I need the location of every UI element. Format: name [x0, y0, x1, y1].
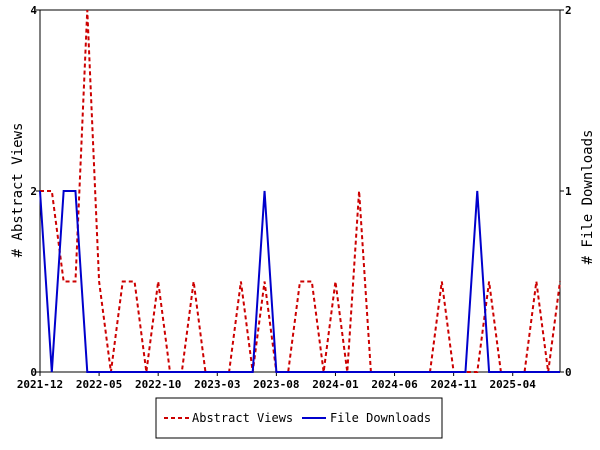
x-axis: 2021-12 2022-05 2022-10 2023-03 2023-08 2024-… [17, 372, 536, 391]
x-tick-label: 2023-08 [253, 378, 299, 391]
right-axis-title: # File Downloads [580, 130, 596, 265]
x-tick-label: 2024-11 [430, 378, 477, 391]
series-layer [39, 9, 561, 373]
right-tick-label: 2 [565, 4, 572, 17]
legend-label-file-downloads: File Downloads [330, 411, 431, 425]
right-tick-label: 0 [565, 366, 572, 379]
series-line-abstract-views [40, 9, 561, 373]
left-y-axis: 0 2 4 [30, 4, 40, 379]
x-tick-label: 2021-12 [17, 378, 63, 391]
left-tick-label: 2 [30, 185, 37, 198]
legend-label-abstract-views: Abstract Views [192, 411, 293, 425]
legend-box [155, 397, 443, 439]
left-tick-label: 4 [30, 4, 37, 17]
plot-area-border [39, 9, 561, 373]
plot-frame [39, 9, 561, 373]
x-tick-label: 2023-03 [194, 378, 240, 391]
right-y-axis: 0 1 2 [560, 4, 572, 379]
x-tick-label: 2024-06 [371, 378, 418, 391]
x-tick-label: 2022-10 [135, 378, 181, 391]
x-tick-label: 2024-01 [312, 378, 359, 391]
series-line-file-downloads [39, 190, 560, 373]
legend: Abstract Views File Downloads [155, 397, 443, 439]
right-tick-label: 1 [565, 185, 572, 198]
x-tick-label: 2025-04 [490, 378, 537, 391]
left-axis-title: # Abstract Views [10, 123, 26, 258]
x-tick-label: 2022-05 [76, 378, 122, 391]
left-tick-label: 0 [30, 366, 37, 379]
